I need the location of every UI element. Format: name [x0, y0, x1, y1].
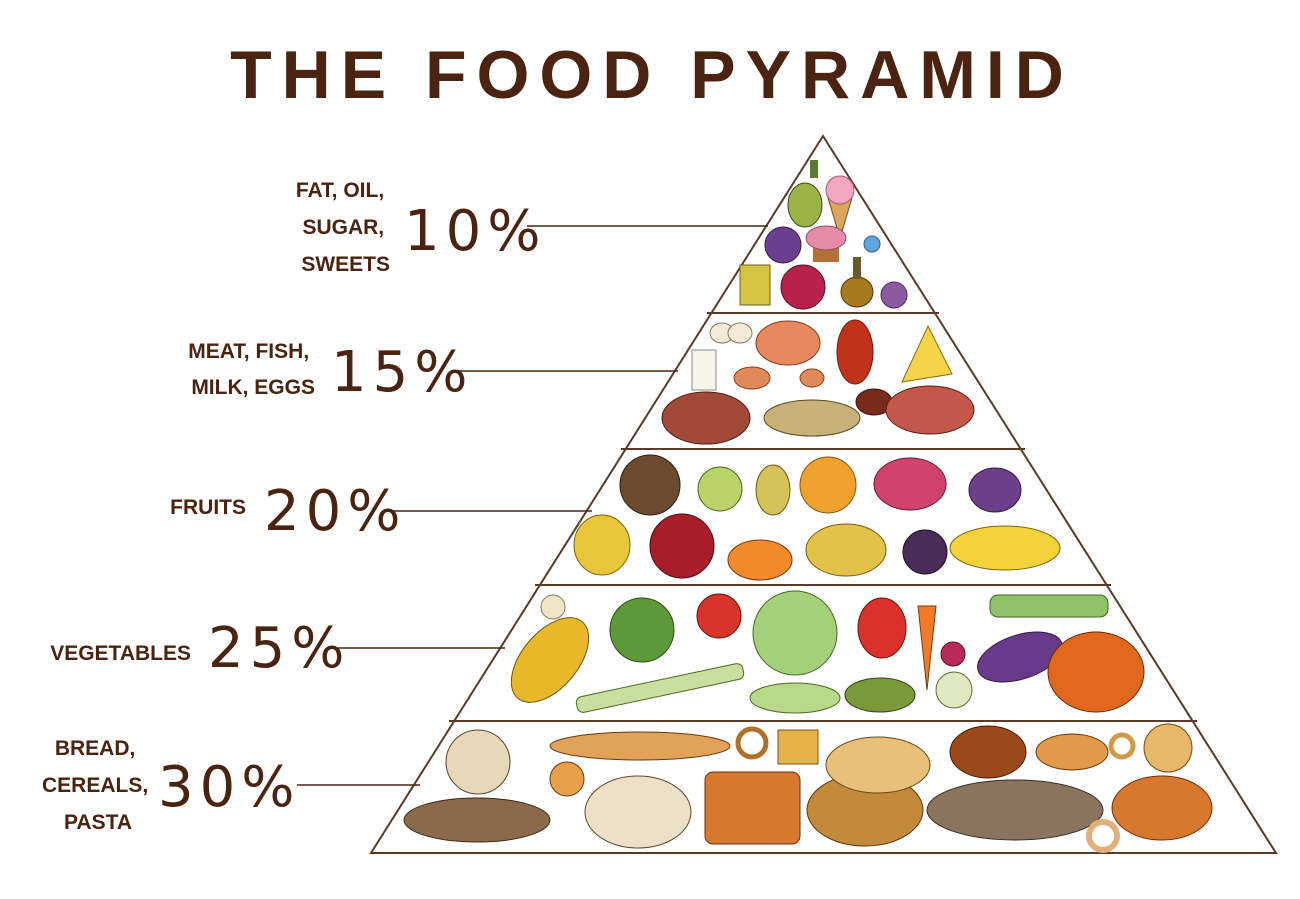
berry-pie-icon: [780, 264, 826, 310]
oil-jug-icon: [840, 257, 874, 308]
grapes-icon: [968, 467, 1022, 513]
tier-label: MEAT, FISH, MILK, EGGS: [188, 340, 315, 399]
carrot-icon: [917, 605, 937, 691]
milk-glass-icon: [691, 349, 717, 391]
donut-icon: [863, 235, 881, 253]
bagel-icon: [1086, 819, 1120, 853]
purple-cake-icon: [880, 281, 908, 309]
plum-icon: [902, 529, 948, 575]
round-loaf-icon: [445, 729, 511, 795]
eggs-icon: [709, 322, 753, 344]
tier-label: FRUITS: [170, 496, 246, 519]
cheese-wedge-icon: [901, 324, 953, 383]
roll-icon: [549, 761, 585, 797]
waffle-icon: [777, 729, 819, 765]
cupcake-icon: [805, 225, 847, 262]
ham-roast-icon: [661, 391, 751, 445]
lattice-pie-icon: [1111, 775, 1213, 841]
pear-icon: [755, 464, 791, 516]
tier-percent: 10%: [404, 199, 546, 264]
tomato-icon: [696, 593, 742, 639]
bell-pepper-icon: [857, 597, 907, 659]
tier-grains: BREAD, CEREALS, PASTA 30%: [42, 723, 1213, 853]
beet-icon: [940, 641, 966, 667]
tier-label: FAT, OIL, SUGAR, SWEETS: [296, 179, 390, 276]
tier-label: BREAD, CEREALS, PASTA: [42, 737, 154, 834]
salmon-steak-icon: [755, 320, 821, 366]
cauliflower-icon: [935, 671, 973, 709]
broccoli-icon: [609, 597, 675, 663]
rye-loaf-icon: [403, 797, 551, 843]
tier-label: VEGETABLES: [50, 642, 191, 665]
pumpkin-icon: [1047, 631, 1145, 713]
tier-percent: 30%: [158, 755, 300, 820]
olive-oil-bottle-icon: [787, 160, 823, 228]
shrimp-icon: [733, 366, 825, 390]
pyramid-outline: [369, 134, 1278, 854]
celery-icon: [989, 594, 1109, 618]
small-donut-icon: [1108, 732, 1136, 760]
corn-icon: [510, 617, 590, 703]
perch-fish-icon: [763, 399, 861, 437]
ice-cream-cone-icon: [825, 175, 855, 240]
dragon-fruit-icon: [873, 457, 947, 511]
baguette-icon: [549, 731, 731, 761]
long-loaf-icon: [926, 779, 1104, 841]
bagel-pile-icon: [949, 725, 1027, 779]
bun-icon: [1143, 723, 1193, 773]
avocado-icon: [844, 677, 916, 713]
brick-loaf-icon: [704, 771, 801, 845]
page-title: THE FOOD PYRAMID: [230, 37, 1074, 113]
oil-bottle-icon: [739, 264, 771, 306]
blueberry-tart-icon: [764, 226, 802, 264]
tier-fruits: FRUITS 20%: [170, 454, 1061, 581]
tier-fats-sweets: FAT, OIL, SUGAR, SWEETS 10%: [296, 160, 908, 310]
orange-icon: [799, 456, 857, 514]
zucchini-icon: [749, 682, 841, 714]
bananas-icon: [949, 525, 1061, 571]
tier-percent: 15%: [331, 340, 473, 405]
pineapple-icon: [805, 523, 887, 577]
sourdough-icon: [584, 775, 692, 849]
leek-icon: [575, 663, 745, 713]
lobster-icon: [836, 319, 874, 385]
steak-icon: [885, 385, 975, 435]
pomegranate-icon: [649, 513, 715, 579]
tier-percent: 20%: [264, 479, 406, 544]
cabbage-icon: [752, 590, 838, 676]
garlic-icon: [540, 594, 566, 620]
pretzel-icon: [735, 726, 769, 760]
apple-icon: [697, 466, 743, 512]
tier-protein: MEAT, FISH, MILK, EGGS 15%: [188, 319, 975, 445]
quince-icon: [573, 514, 631, 576]
papaya-icon: [727, 539, 793, 581]
croissant-icon: [1035, 733, 1109, 771]
tier-percent: 25%: [208, 616, 350, 681]
coconut-icon: [619, 454, 681, 516]
tier-vegetables: VEGETABLES 25%: [50, 590, 1145, 714]
bread-basket-icon: [806, 736, 931, 847]
